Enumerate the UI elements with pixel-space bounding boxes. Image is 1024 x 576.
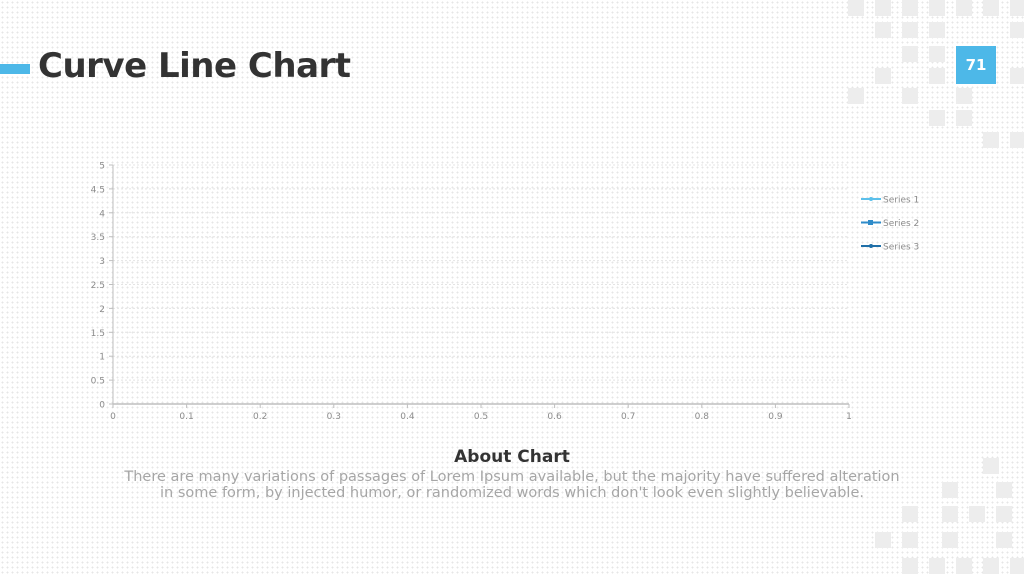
- decorative-square: [902, 22, 918, 38]
- decorative-square: [875, 22, 891, 38]
- decorative-square: [929, 0, 945, 16]
- x-tick-label: 0.5: [474, 412, 488, 422]
- x-tick-label: 0: [110, 412, 116, 422]
- decorative-square: [902, 88, 918, 104]
- legend-label: Series 3: [883, 243, 919, 253]
- decorative-square: [956, 0, 972, 16]
- x-tick-label: 0.1: [179, 412, 193, 422]
- decorative-square: [956, 110, 972, 126]
- decorative-square: [902, 506, 918, 522]
- decorative-square: [1010, 0, 1024, 16]
- decorative-square: [996, 506, 1012, 522]
- decorative-square: [1010, 22, 1024, 38]
- y-tick-label: 0.5: [91, 377, 105, 387]
- y-tick-label: 5: [99, 162, 105, 172]
- x-tick-label: 0.2: [253, 412, 267, 422]
- decorative-square: [969, 506, 985, 522]
- decorative-square: [875, 532, 891, 548]
- y-tick-label: 1: [99, 353, 105, 363]
- decorative-square: [983, 458, 999, 474]
- decorative-square: [1010, 558, 1024, 574]
- x-tick-label: 0.3: [327, 412, 341, 422]
- title-accent-bar: [0, 64, 30, 74]
- x-tick-label: 0.4: [400, 412, 415, 422]
- y-tick-label: 0: [99, 401, 105, 411]
- x-tick-label: 0.9: [768, 412, 783, 422]
- x-tick-label: 1: [846, 412, 852, 422]
- page-title: Curve Line Chart: [38, 46, 351, 86]
- decorative-square: [983, 132, 999, 148]
- decorative-square: [848, 0, 864, 16]
- decorative-square: [1010, 68, 1024, 84]
- decorative-square: [875, 68, 891, 84]
- decorative-square: [848, 88, 864, 104]
- y-tick-label: 4: [99, 209, 105, 219]
- legend-marker: [869, 197, 873, 201]
- decorative-square: [929, 22, 945, 38]
- y-tick-label: 3.5: [91, 233, 105, 243]
- y-tick-label: 2.5: [91, 281, 105, 291]
- about-chart-text: There are many variations of passages of…: [124, 469, 900, 501]
- decorative-square: [875, 0, 891, 16]
- legend-label: Series 2: [883, 219, 919, 229]
- decorative-square: [942, 482, 958, 498]
- about-chart-title: About Chart: [454, 447, 570, 467]
- y-tick-label: 1.5: [91, 329, 105, 339]
- decorative-square: [902, 558, 918, 574]
- y-tick-label: 3: [99, 257, 105, 267]
- x-tick-label: 0.8: [695, 412, 710, 422]
- decorative-square: [929, 68, 945, 84]
- x-tick-label: 0.7: [621, 412, 635, 422]
- decorative-square: [983, 0, 999, 16]
- decorative-square: [996, 482, 1012, 498]
- decorative-square: [942, 532, 958, 548]
- legend-marker: [869, 244, 873, 248]
- decorative-square: [929, 110, 945, 126]
- page-number-badge: 71: [956, 46, 996, 84]
- decorative-square: [996, 532, 1012, 548]
- decorative-square: [902, 46, 918, 62]
- decorative-square: [942, 506, 958, 522]
- x-tick-label: 0.6: [547, 412, 562, 422]
- decorative-square: [1010, 132, 1024, 148]
- decorative-square: [929, 46, 945, 62]
- legend-label: Series 1: [883, 196, 919, 206]
- decorative-square: [902, 0, 918, 16]
- decorative-square: [983, 558, 999, 574]
- legend-marker: [868, 220, 873, 225]
- decorative-square: [956, 88, 972, 104]
- decorative-square: [956, 558, 972, 574]
- decorative-square: [929, 558, 945, 574]
- y-tick-label: 2: [99, 305, 105, 315]
- y-tick-label: 4.5: [91, 185, 105, 195]
- decorative-square: [902, 532, 918, 548]
